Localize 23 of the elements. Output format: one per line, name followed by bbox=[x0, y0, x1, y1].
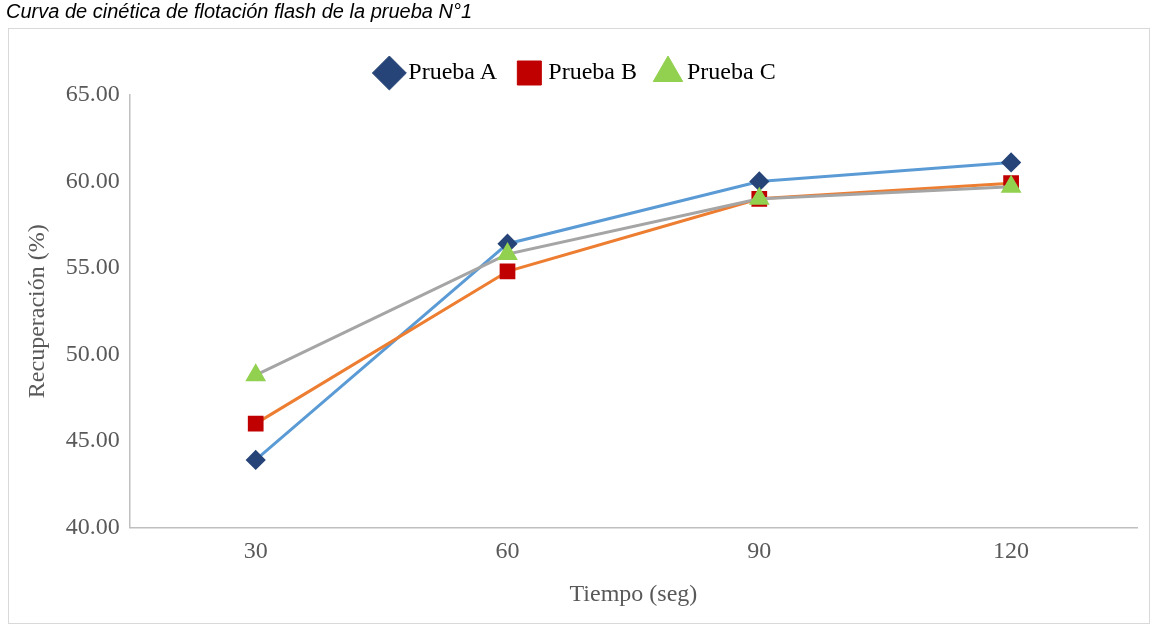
x-tick-label: 30 bbox=[243, 537, 268, 564]
y-tick-label: 60.00 bbox=[65, 166, 120, 193]
x-tick-label: 90 bbox=[747, 537, 772, 564]
point bbox=[1001, 152, 1021, 172]
point bbox=[499, 263, 516, 280]
point bbox=[749, 171, 769, 191]
point bbox=[498, 243, 517, 261]
point bbox=[247, 415, 264, 432]
point bbox=[246, 364, 265, 382]
legend-label: Prueba B bbox=[548, 58, 637, 85]
x-tick-label: 60 bbox=[495, 537, 520, 564]
y-tick-label: 50.00 bbox=[65, 339, 120, 366]
legend-label: Prueba A bbox=[408, 58, 498, 85]
x-tick-label: 120 bbox=[993, 537, 1030, 564]
legend-label: Prueba C bbox=[686, 58, 776, 85]
y-tick-label: 40.00 bbox=[65, 512, 120, 539]
y-tick-label: 55.00 bbox=[65, 253, 120, 280]
point bbox=[246, 450, 266, 470]
chart-title: Curva de cinética de flotación flash de la prueba N°1 bbox=[6, 0, 473, 23]
y-axis-title: Recuperación (%) bbox=[22, 224, 49, 399]
y-tick-label: 45.00 bbox=[65, 426, 120, 453]
x-axis-title: Tiempo (seg) bbox=[569, 579, 698, 606]
y-tick-label: 65.00 bbox=[65, 80, 120, 107]
